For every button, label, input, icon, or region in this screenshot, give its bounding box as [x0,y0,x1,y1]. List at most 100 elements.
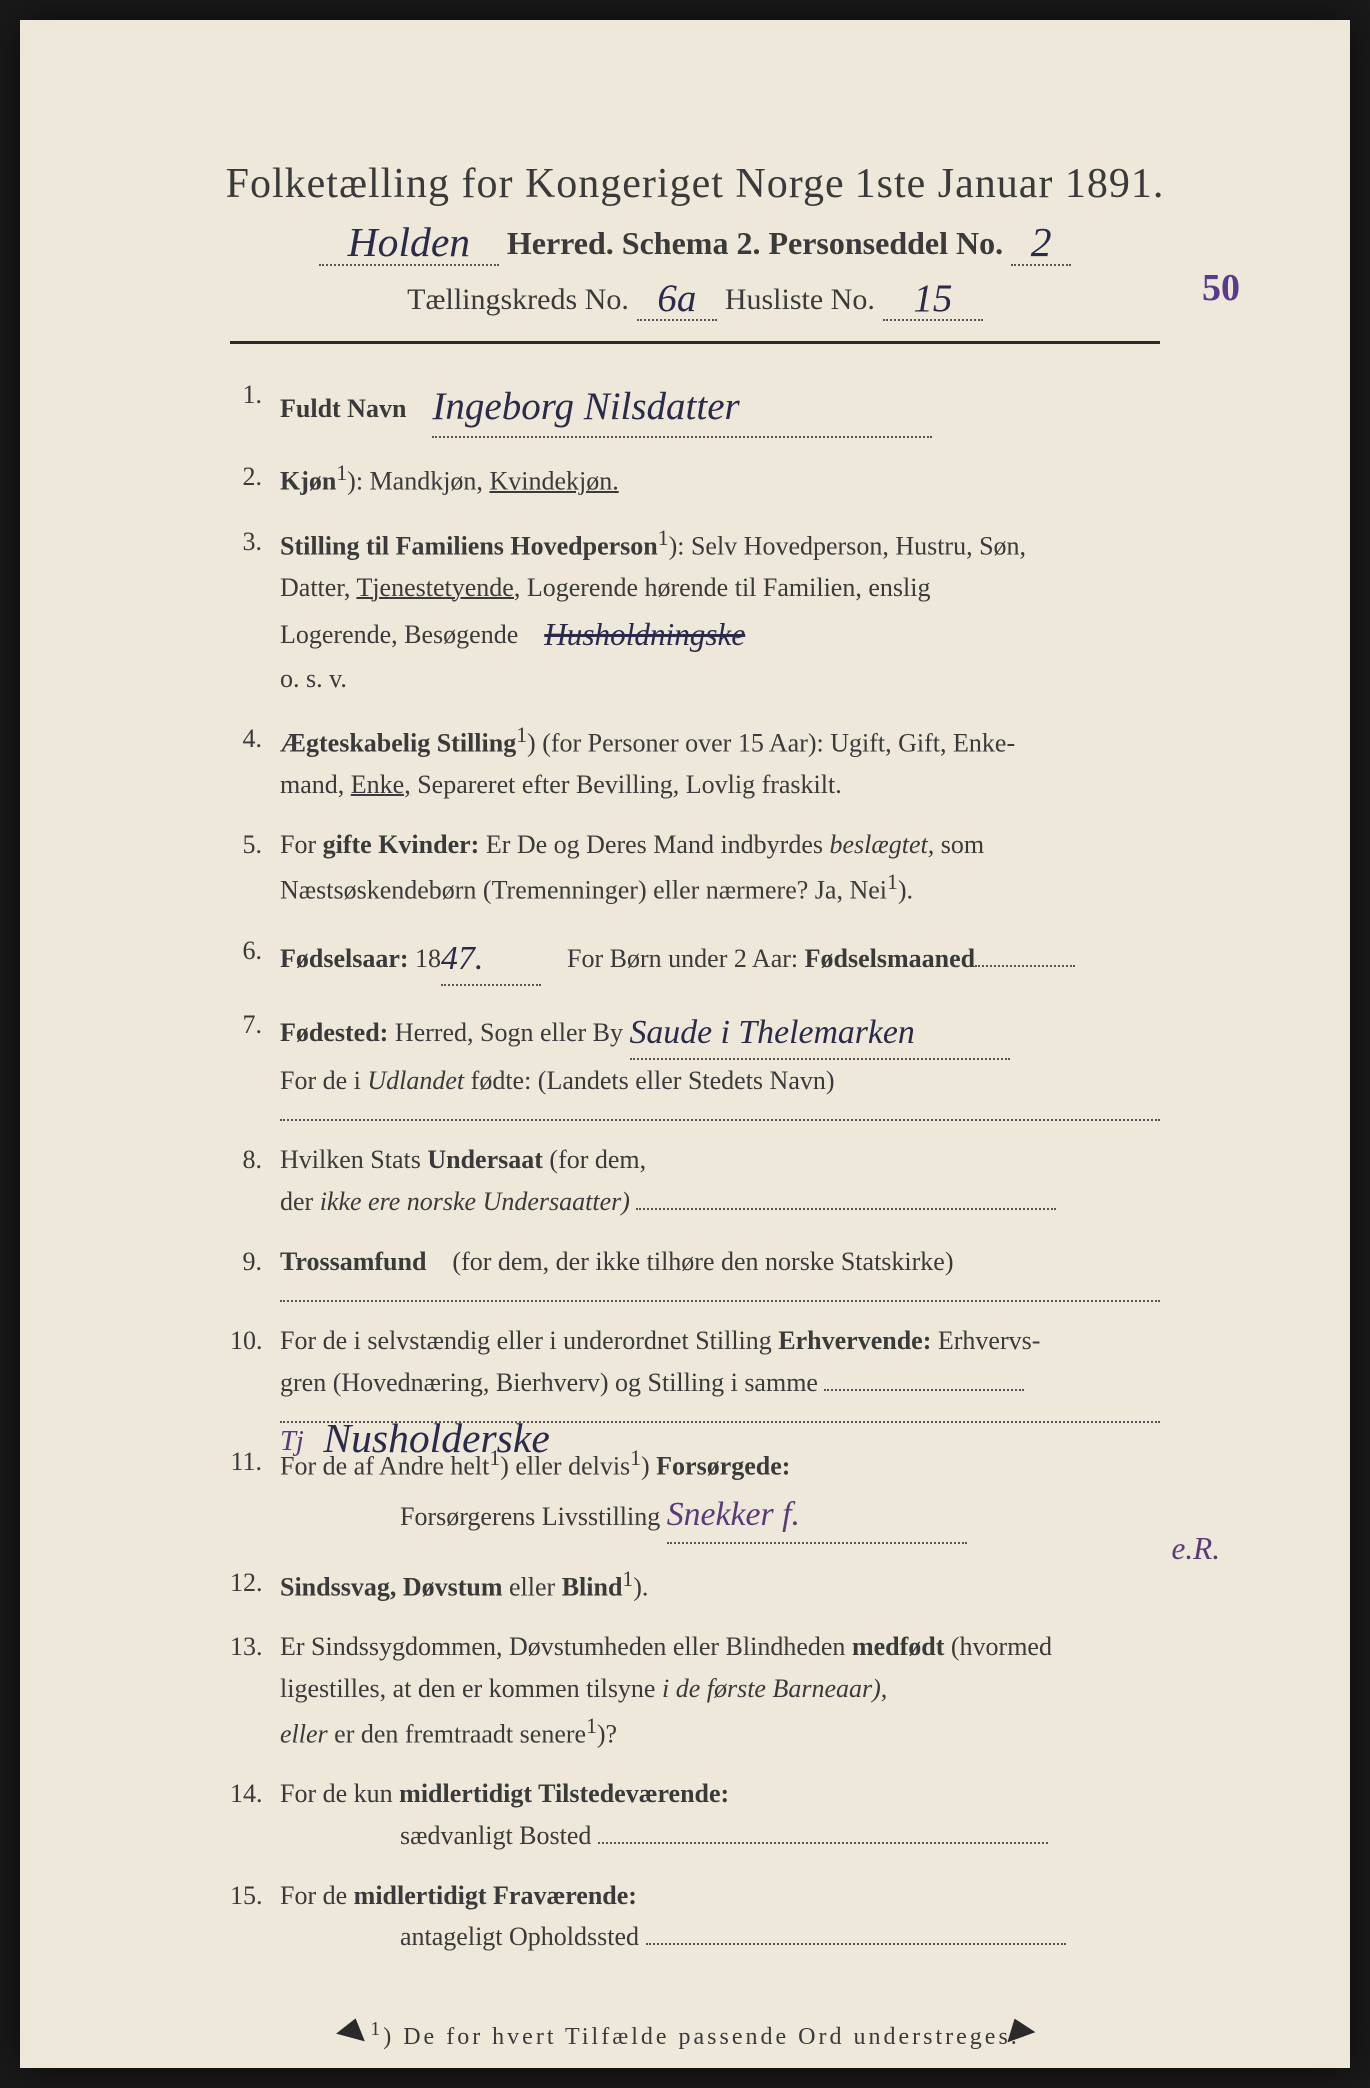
label: Sindssvag, Døvstum [280,1572,503,1601]
row-num: 3. [230,521,280,563]
row-num: 14. [230,1773,280,1815]
struck-value: Husholdningske [544,617,745,652]
row-9: 9. Trossamfund (for dem, der ikke tilhør… [230,1241,1160,1303]
husliste-label: Husliste No. [725,283,875,317]
label: Erhvervende: [778,1326,931,1355]
sup: 1 [630,1446,641,1470]
text: mand, [280,770,344,799]
row-14: 14. For de kun midlertidigt Tilstedevære… [230,1773,1160,1856]
row-content: Sindssvag, Døvstum eller Blind1). [280,1562,1160,1608]
text: ). [898,876,913,905]
row-content: Trossamfund (for dem, der ikke tilhøre d… [280,1241,1160,1303]
row-num: 6. [230,930,280,972]
row-6: 6. Fødselsaar: 1847. For Børn under 2 Aa… [230,930,1160,986]
row-13: 13. Er Sindssygdommen, Døvstumheden elle… [230,1626,1160,1755]
text: Herred, Sogn eller By [395,1018,623,1047]
text: o. s. v. [280,664,347,693]
label: medfødt [852,1632,944,1661]
occupation-field-2: Tj Nusholderske [280,1403,1160,1423]
label2: Blind [562,1572,623,1601]
row-5: 5. For gifte Kvinder: Er De og Deres Man… [230,824,1160,912]
selected-option: Tjenestetyende, [356,573,520,602]
row-content: Ægteskabelig Stilling1) (for Personer ov… [280,718,1160,806]
year-value: 47. [441,940,483,977]
row-content: For de kun midlertidigt Tilstedeværende:… [280,1773,1160,1856]
row-content: For de midlertidigt Fraværende: antageli… [280,1875,1160,1958]
census-form-page: Folketælling for Kongeriget Norge 1ste J… [20,20,1350,2068]
text: For de i selvstændig eller i underordnet… [280,1326,772,1355]
husliste-stamp: 50 [1202,266,1240,310]
row-num: 13. [230,1626,280,1668]
title-line-3: Tællingskreds No. 6a Husliste No. 15 50 [190,274,1200,321]
text: der [280,1187,313,1216]
text: Logerende, Besøgende [280,620,518,649]
text: ): Selv Hovedperson, Hustru, Søn, [669,531,1026,560]
herred-label: Herred. [507,225,614,262]
text: ). [633,1572,648,1601]
text: fødte: (Landets eller Stedets Navn) [471,1066,835,1095]
selected-option: Enke, [351,770,411,799]
whereabouts-field [646,1943,1066,1945]
row-num: 1. [230,374,280,416]
title-line-1: Folketælling for Kongeriget Norge 1ste J… [190,160,1200,208]
label: Undersaat [427,1145,543,1174]
herred-field: Holden [319,216,499,266]
residence-field [598,1842,1048,1844]
provider-value: Snekker f. [667,1496,800,1533]
religion-field [280,1282,1160,1302]
italic-text: Udlandet [367,1066,464,1095]
italic-text: beslægtet, [830,830,935,859]
text: Datter, [280,573,350,602]
sup: 1 [336,461,347,485]
row-content: For gifte Kvinder: Er De og Deres Mand i… [280,824,1160,912]
form-header: Folketælling for Kongeriget Norge 1ste J… [190,160,1200,321]
nationality-field [636,1208,1056,1210]
row-num: 2. [230,456,280,498]
text: som [941,830,984,859]
row-3: 3. Stilling til Familiens Hovedperson1):… [230,521,1160,700]
row-1: 1. Fuldt Navn Ingeborg Nilsdatter [230,374,1160,438]
text: gren (Hovednæring, Bierhverv) og Stillin… [280,1368,818,1397]
row-12: 12. Sindssvag, Døvstum eller Blind1). [230,1562,1160,1608]
label: midlertidigt Tilstedeværende: [399,1779,729,1808]
sup: 1 [586,1714,597,1738]
row-num: 5. [230,824,280,866]
personseddel-label: Personseddel No. [768,225,1003,262]
text: For de [280,1881,347,1910]
text: Logerende hørende til Familien, enslig [527,573,931,602]
row-15: 15. For de midlertidigt Fraværende: anta… [230,1875,1160,1958]
label: Ægteskabelig Stilling [280,729,516,758]
row-content: Hvilken Stats Undersaat (for dem, der ik… [280,1139,1160,1222]
personseddel-value: 2 [1031,219,1052,265]
text: eller [280,1720,328,1749]
title-line-2: Holden Herred. Schema 2. Personseddel No… [190,216,1200,266]
label2: Fødselsmaaned [805,944,975,973]
sup: 1 [658,526,669,550]
text: )? [597,1720,617,1749]
tallingskreds-label: Tællingskreds No. [407,283,629,317]
row-content: Kjøn1): Mandkjøn, Kvindekjøn. [280,456,1160,502]
row-2: 2. Kjøn1): Mandkjøn, Kvindekjøn. [230,456,1160,502]
label: Forsørgede: [656,1452,790,1481]
row-num: 7. [230,1004,280,1046]
row-content: For de af Andre helt1) eller delvis1) Fo… [280,1441,1160,1543]
sup: 1 [489,1446,500,1470]
title-prefix: Folketælling for Kongeriget Norge [226,160,845,208]
page-tears [20,2018,1350,2038]
label: Fødselsaar: [280,944,409,973]
row-num: 10. [230,1320,280,1362]
text: (for dem, [549,1145,646,1174]
row-4: 4. Ægteskabelig Stilling1) (for Personer… [230,718,1160,806]
year-prefix: 18 [415,944,441,973]
label: midlertidigt Fraværende: [354,1881,637,1910]
label: gifte Kvinder: [323,830,480,859]
row-8: 8. Hvilken Stats Undersaat (for dem, der… [230,1139,1160,1222]
row-num: 11. [230,1441,280,1483]
name-field: Ingeborg Nilsdatter [432,374,932,438]
text: Er De og Deres Mand indbyrdes [486,830,823,859]
text: Næstsøskendebørn (Tremenninger) eller næ… [280,876,887,905]
text: Erhvervs- [938,1326,1041,1355]
italic-text: i de første Barneaar), [662,1674,887,1703]
row-7: 7. Fødested: Herred, Sogn eller By Saude… [230,1004,1160,1122]
tallingskreds-value: 6a [657,277,696,320]
